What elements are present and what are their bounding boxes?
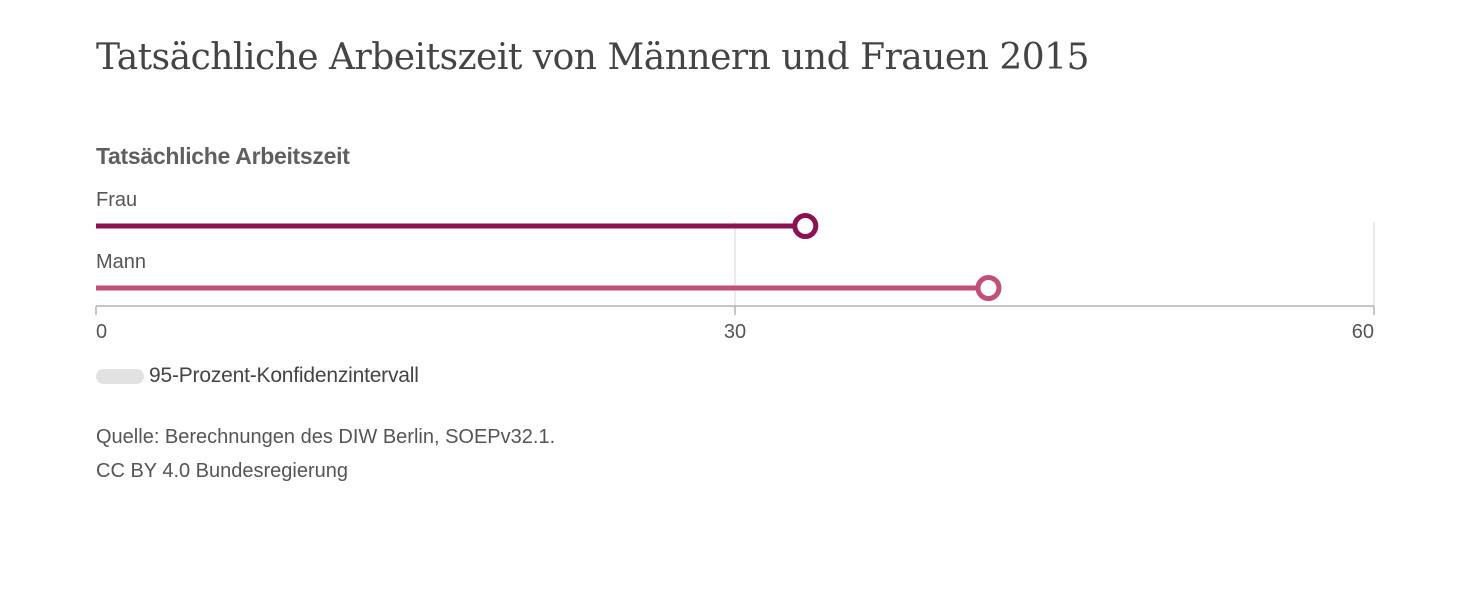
x-tick-label: 30: [724, 321, 746, 343]
legend-label: 95-Prozent-Konfidenzintervall: [149, 364, 419, 387]
value-point: [975, 275, 1002, 301]
category-label: Mann: [96, 251, 146, 273]
chart-heading: Tatsächliche Arbeitszeit: [96, 143, 350, 169]
x-tick-label: 0: [96, 321, 107, 343]
value-point: [792, 213, 819, 239]
legend: 95-Prozent-Konfidenzintervall: [96, 362, 419, 390]
confidence-interval-swatch: [96, 368, 144, 384]
x-tick-label: 60: [1352, 321, 1374, 343]
category-label: Frau: [96, 189, 137, 211]
source-note: Quelle: Berechnungen des DIW Berlin, SOE…: [96, 420, 555, 488]
dot-bar-chart: 0 30 60 Frau Mann: [95, 189, 1375, 343]
chart-title: Tatsächliche Arbeitszeit von Männern und…: [96, 37, 1090, 78]
source-line: Quelle: Berechnungen des DIW Berlin, SOE…: [96, 426, 556, 448]
license-line: CC BY 4.0 Bundesregierung: [96, 460, 349, 482]
